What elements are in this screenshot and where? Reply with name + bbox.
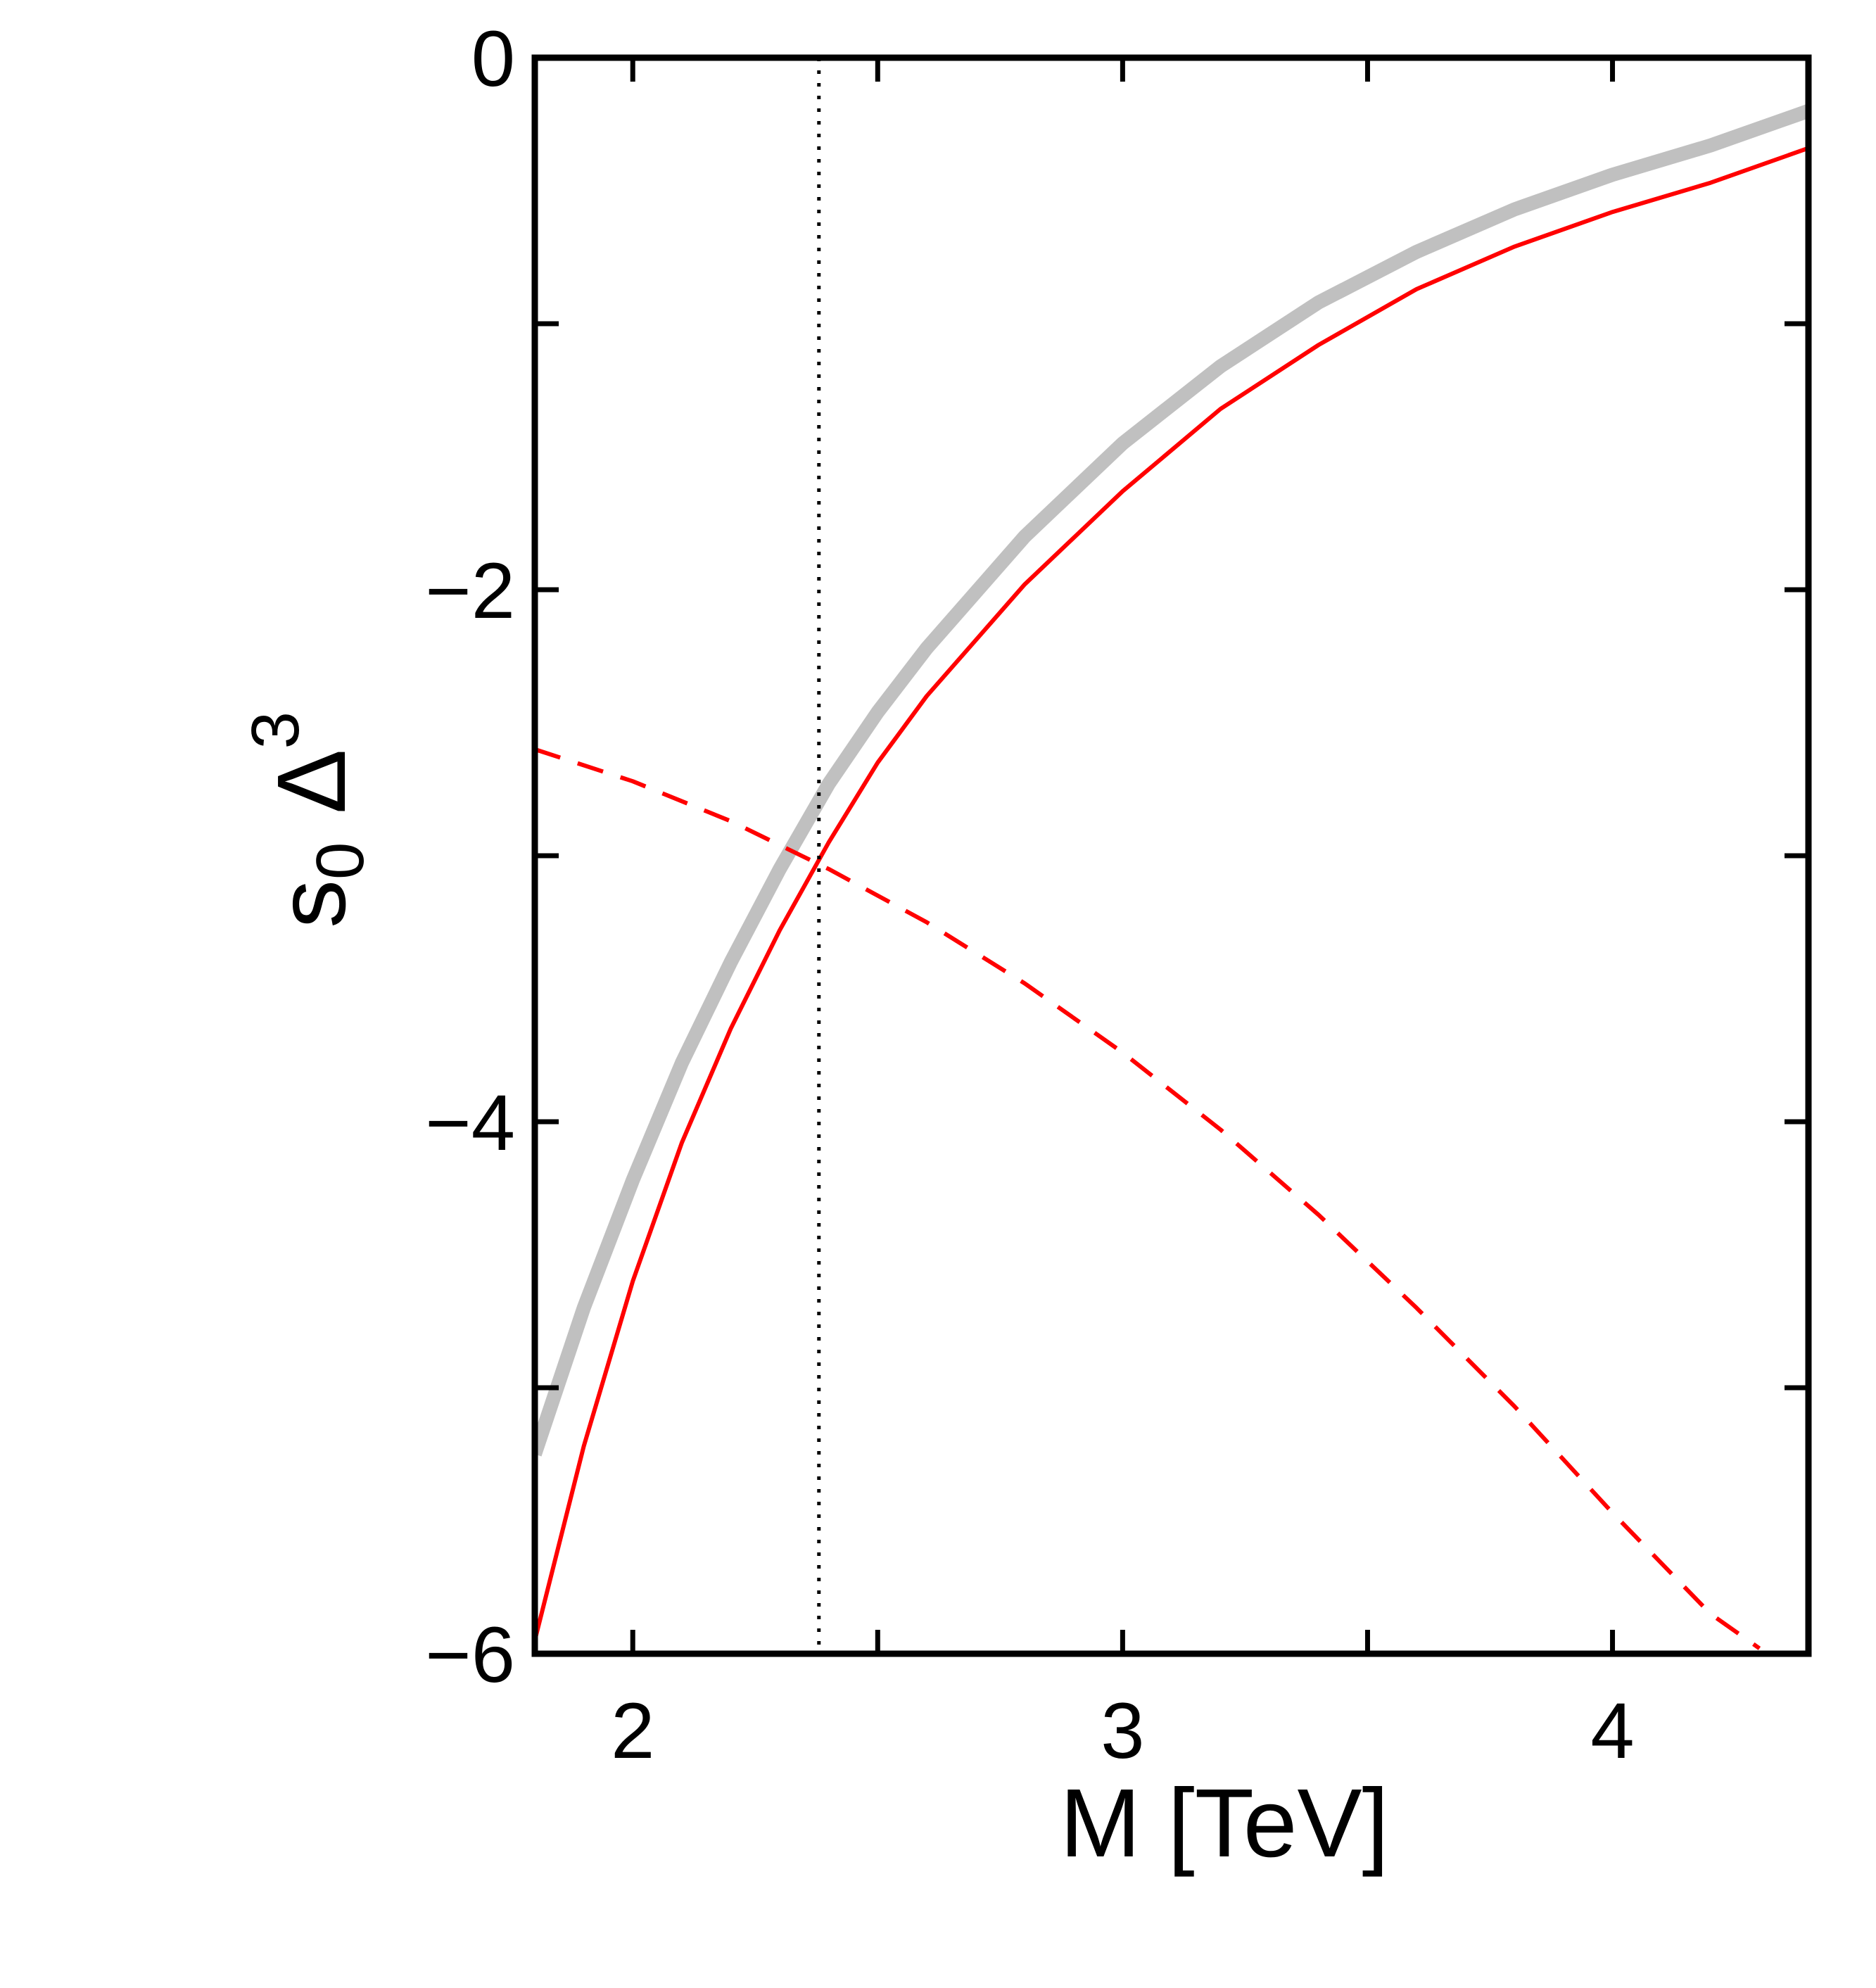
- y-tick-label: −6: [425, 1611, 515, 1699]
- y-axis-label-greek: Δ: [258, 749, 366, 813]
- x-tick-labels: 2 3 4: [611, 1687, 1635, 1775]
- y-axis-label: s0 Δ3: [238, 711, 378, 928]
- x-axis-label: M [TeV]: [1060, 1769, 1389, 1878]
- series-layer: [535, 104, 1808, 1650]
- plot-frame: [531, 54, 1812, 1657]
- x-tick-label: 3: [1101, 1687, 1144, 1775]
- y-axis-label-subscript: 0: [303, 842, 378, 880]
- series-line-3-dashed: [535, 747, 1761, 1650]
- series-line-2-solid: [535, 146, 1808, 1641]
- ticks-layer: [535, 55, 1808, 1657]
- y-axis-label-superscript: 3: [238, 711, 313, 749]
- y-tick-label: −4: [425, 1079, 515, 1167]
- y-tick-labels: 0 −2 −4 −6: [425, 15, 515, 1699]
- y-tick-label: −2: [425, 547, 515, 635]
- y-tick-label: 0: [471, 15, 515, 103]
- x-tick-label: 2: [611, 1687, 654, 1775]
- series-line-1-solid-thick: [535, 104, 1808, 1457]
- y-axis-label-main: s: [258, 880, 366, 928]
- x-tick-label: 4: [1590, 1687, 1634, 1775]
